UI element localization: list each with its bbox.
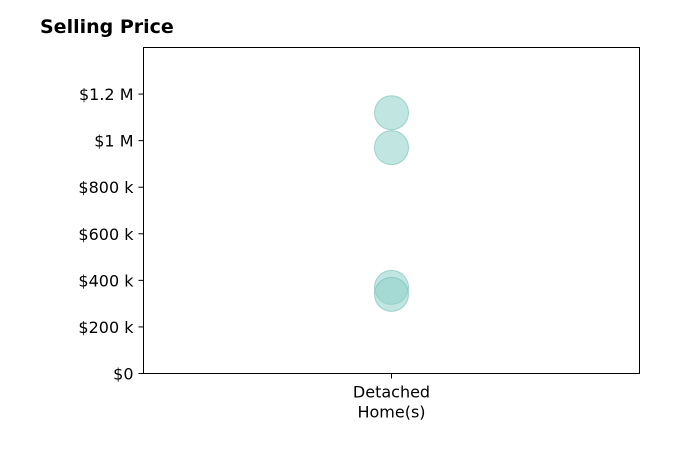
y-tick-label: $400 k [78,271,134,290]
x-tick-label: Detached [353,383,430,402]
y-tick-label: $1 M [94,132,133,151]
y-tick-label: $200 k [78,318,134,337]
data-point [374,95,409,131]
data-point [374,276,409,312]
y-tick-label: $1.2 M [79,85,134,104]
y-tick-label: $0 [113,365,133,384]
data-point [374,130,409,166]
chart-title: Selling Price [40,16,174,38]
y-tick-label: $600 k [78,225,134,244]
plot-frame [143,47,640,374]
x-tick-label: Home(s) [357,403,425,422]
y-tick-label: $800 k [78,178,134,197]
y-axis: $0 $200 k $400 k $600 k $800 k $1 M $1.2 M [78,85,144,384]
data-points [374,95,409,312]
